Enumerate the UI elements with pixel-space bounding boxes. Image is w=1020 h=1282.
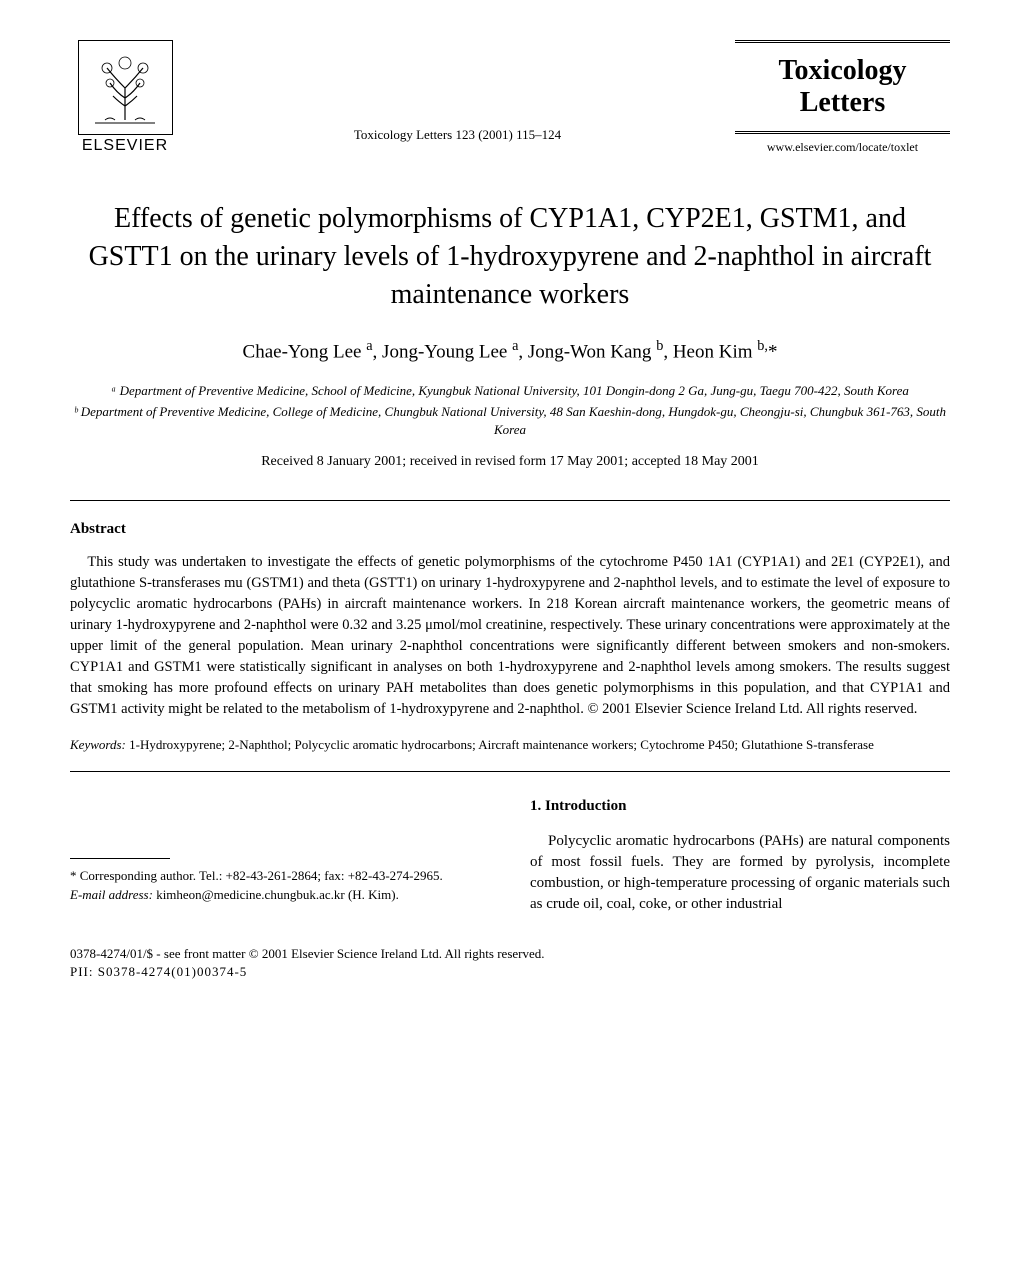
body-two-column: * Corresponding author. Tel.: +82-43-261… xyxy=(70,798,950,915)
body-right-column: 1. Introduction Polycyclic aromatic hydr… xyxy=(530,798,950,915)
journal-title-box: Toxicology Letters xyxy=(735,40,950,134)
journal-title-line2: Letters xyxy=(735,87,950,119)
email-footnote: E-mail address: kimheon@medicine.chungbu… xyxy=(70,886,490,905)
journal-url: www.elsevier.com/locate/toxlet xyxy=(767,140,918,155)
journal-reference: Toxicology Letters 123 (2001) 115–124 xyxy=(354,127,561,143)
footer-copyright: 0378-4274/01/$ - see front matter © 2001… xyxy=(70,945,950,963)
keywords-text: 1-Hydroxypyrene; 2-Naphthol; Polycyclic … xyxy=(126,737,874,752)
corresponding-author-footnote: * Corresponding author. Tel.: +82-43-261… xyxy=(70,867,490,886)
affiliation-b: ᵇ Department of Preventive Medicine, Col… xyxy=(70,403,950,439)
abstract-section: Abstract This study was undertaken to in… xyxy=(70,500,950,772)
publisher-name: ELSEVIER xyxy=(82,137,168,155)
header-row: ELSEVIER Toxicology Letters 123 (2001) 1… xyxy=(70,40,950,155)
keywords-label: Keywords: xyxy=(70,737,126,752)
introduction-paragraph: Polycyclic aromatic hydrocarbons (PAHs) … xyxy=(530,831,950,915)
abstract-text: This study was undertaken to investigate… xyxy=(70,552,950,720)
authors-line: Chae-Yong Lee a, Jong-Young Lee a, Jong-… xyxy=(70,338,950,363)
publisher-logo-block: ELSEVIER xyxy=(70,40,180,155)
email-value: kimheon@medicine.chungbuk.ac.kr (H. Kim)… xyxy=(153,887,399,902)
journal-title-block: Toxicology Letters www.elsevier.com/loca… xyxy=(735,40,950,155)
introduction-heading: 1. Introduction xyxy=(530,798,950,815)
email-label: E-mail address: xyxy=(70,887,153,902)
keywords-line: Keywords: 1-Hydroxypyrene; 2-Naphthol; P… xyxy=(70,736,950,755)
footnote-rule xyxy=(70,858,170,859)
received-dates: Received 8 January 2001; received in rev… xyxy=(70,454,950,470)
affiliation-a: ᵃ Department of Preventive Medicine, Sch… xyxy=(70,382,950,400)
article-title: Effects of genetic polymorphisms of CYP1… xyxy=(70,200,950,313)
elsevier-tree-icon xyxy=(78,40,173,135)
body-left-column: * Corresponding author. Tel.: +82-43-261… xyxy=(70,798,490,915)
footer-pii: PII: S0378-4274(01)00374-5 xyxy=(70,963,950,981)
abstract-heading: Abstract xyxy=(70,521,950,538)
journal-title-line1: Toxicology xyxy=(735,55,950,87)
